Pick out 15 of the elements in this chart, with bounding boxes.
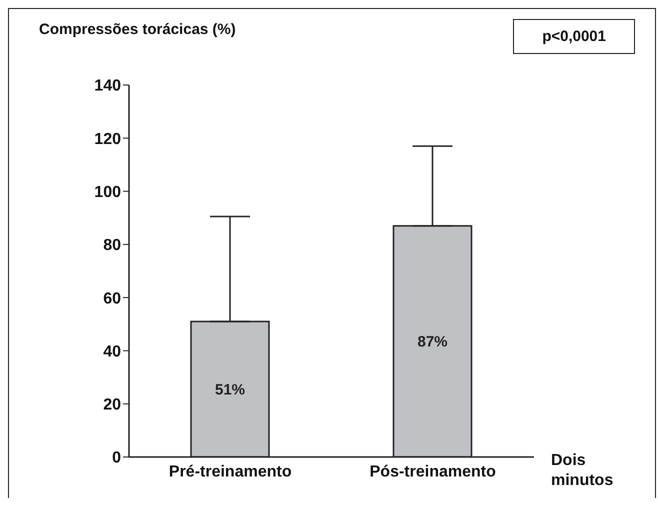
- x-tick-label: Pós-treinamento: [370, 463, 496, 480]
- y-tick-label: 60: [103, 290, 122, 308]
- x-axis-title: Dois minutos: [551, 451, 614, 491]
- y-tick-label: 100: [94, 184, 122, 201]
- y-axis-title: Compressões torácicas (%): [39, 21, 236, 38]
- y-tick-label: 40: [103, 343, 122, 360]
- y-tick-label: 140: [94, 78, 122, 95]
- text: p<0,0001: [513, 19, 635, 54]
- y-tick-label: 20: [103, 396, 122, 414]
- data-label: 51%: [214, 382, 246, 399]
- y-tick-label: 120: [94, 130, 122, 148]
- x-tick-label: Pré-treinamento: [168, 463, 292, 480]
- data-label: 87%: [417, 334, 448, 351]
- y-tick-label: 80: [103, 237, 122, 254]
- y-tick-label: 0: [112, 450, 122, 467]
